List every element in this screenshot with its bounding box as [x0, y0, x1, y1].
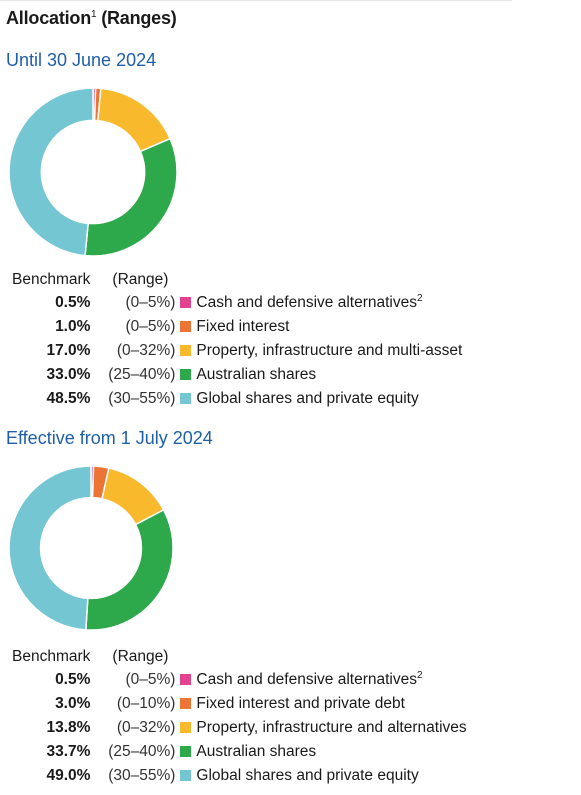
range-value: (0–5%) [125, 294, 176, 311]
range-value: (0–32%) [116, 719, 176, 736]
legend-table: Benchmark (Range) 0.5% (0–5%) Cash and defen… [12, 268, 462, 411]
range-value: (0–32%) [116, 342, 176, 359]
range-value: (0–5%) [125, 671, 176, 688]
legend-label: Australian shares [196, 743, 317, 760]
range-value: (0–10%) [116, 695, 176, 712]
benchmark-value: 33.7% [46, 743, 91, 760]
benchmark-value: 48.5% [46, 390, 91, 407]
range-value: (25–40%) [108, 366, 176, 383]
legend-swatch [180, 698, 192, 709]
donut-slice-4 [85, 508, 174, 631]
donut-slice-4 [84, 137, 178, 257]
footnote-marker: 2 [417, 292, 423, 304]
benchmark-header: Benchmark [12, 647, 91, 665]
legend-row: 1.0% (0–5%) Fixed interest [12, 315, 462, 339]
legend-label: Cash and defensive alternatives2 [196, 669, 423, 688]
benchmark-value: 0.5% [55, 671, 91, 688]
benchmark-value: 49.0% [46, 767, 91, 784]
range-value: (25–40%) [108, 743, 176, 760]
benchmark-value: 0.5% [55, 294, 91, 311]
legend-row: 0.5% (0–5%) Cash and defensive alternative… [12, 291, 462, 315]
legend-swatch [180, 297, 192, 308]
range-header: (Range) [112, 647, 169, 665]
chart-1-donut [8, 87, 178, 257]
chart-1-title: Until 30 June 2024 [6, 50, 157, 70]
benchmark-value: 1.0% [55, 318, 91, 335]
legend-row: 0.5% (0–5%) Cash and defensive alternative… [12, 668, 467, 692]
legend-row: 13.8% (0–32%) Property, infrastructure and… [12, 716, 467, 740]
donut-slice-3 [97, 87, 172, 153]
legend-label: Fixed interest and private debt [196, 695, 405, 712]
chart-2-title: Effective from 1 July 2024 [6, 428, 213, 448]
range-value: (30–55%) [108, 390, 176, 407]
top-divider [0, 0, 512, 1]
legend-swatch [180, 746, 192, 757]
legend-row: 17.0% (0–32%) Property, infrastructure and… [12, 339, 462, 363]
footnote-marker: 1 [91, 9, 97, 20]
benchmark-value: 17.0% [46, 342, 91, 359]
legend-label: Cash and defensive alternatives2 [196, 292, 423, 311]
legend-label: Fixed interest [196, 318, 290, 335]
legend-label: Global shares and private equity [196, 767, 419, 784]
benchmark-value: 3.0% [55, 695, 91, 712]
legend-label: Australian shares [196, 366, 317, 383]
legend-swatch [180, 345, 192, 356]
legend-label: Property, infrastructure and multi-asset [196, 342, 463, 359]
legend-label: Property, infrastructure and alternative… [196, 719, 467, 736]
chart-1-legend: Benchmark (Range) 0.5% (0–5%) Cash and defen… [12, 268, 462, 411]
legend-row: 33.7% (25–40%) Australian shares [12, 740, 467, 764]
benchmark-value: 33.0% [46, 366, 91, 383]
page-title: Allocation1 (Ranges) [6, 8, 177, 28]
legend-swatch [180, 674, 192, 685]
legend-label: Global shares and private equity [196, 390, 419, 407]
legend-row: 3.0% (0–10%) Fixed interest and private de… [12, 692, 467, 716]
legend-row: 33.0% (25–40%) Australian shares [12, 363, 462, 387]
legend-row: 49.0% (30–55%) Global shares and private e… [12, 764, 467, 788]
benchmark-value: 13.8% [46, 719, 91, 736]
legend-swatch [180, 722, 192, 733]
legend-swatch [180, 770, 192, 781]
range-header: (Range) [112, 270, 169, 288]
legend-swatch [180, 321, 192, 332]
range-value: (0–5%) [125, 318, 176, 335]
legend-swatch [180, 393, 192, 404]
chart-2-legend: Benchmark (Range) 0.5% (0–5%) Cash and defen… [12, 645, 467, 788]
donut-slice-5 [8, 465, 92, 631]
legend-table: Benchmark (Range) 0.5% (0–5%) Cash and defen… [12, 645, 467, 788]
legend-swatch [180, 369, 192, 380]
donut-slice-5 [8, 87, 94, 257]
chart-2-donut [8, 465, 174, 631]
legend-row: 48.5% (30–55%) Global shares and private e… [12, 387, 462, 411]
range-value: (30–55%) [108, 767, 176, 784]
benchmark-header: Benchmark [12, 270, 91, 288]
footnote-marker: 2 [417, 669, 423, 681]
